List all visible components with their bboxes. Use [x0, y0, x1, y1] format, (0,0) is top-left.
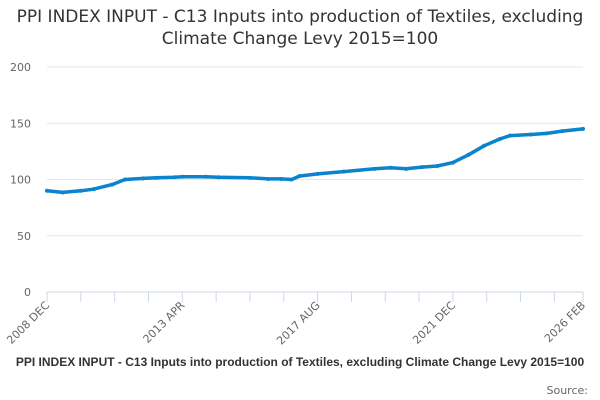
data-point — [341, 169, 346, 174]
data-point — [110, 182, 115, 187]
data-point — [315, 171, 320, 176]
y-tick-label: 150 — [10, 117, 31, 130]
x-tick-label: 2008 DEC — [4, 299, 52, 347]
data-point — [508, 133, 513, 138]
line-chart: 0 50 100 150 200 2008 DEC 2013 APR 2017 AUG 2021… — [4, 61, 588, 348]
data-point — [372, 166, 377, 171]
data-point — [544, 131, 549, 136]
data-point — [247, 175, 252, 180]
data-point — [279, 176, 284, 181]
data-point — [266, 176, 271, 181]
chart-title: PPI INDEX INPUT - C13 Inputs into produc… — [16, 7, 584, 49]
series-line — [45, 127, 585, 195]
data-point — [497, 137, 502, 141]
footer-title: PPI INDEX INPUT - C13 Inputs into produc… — [15, 355, 585, 369]
x-tick-label: 2017 AUG — [274, 299, 323, 348]
data-point — [216, 175, 221, 180]
y-tick-label: 50 — [17, 230, 31, 243]
data-point — [45, 188, 49, 193]
y-tick-label: 100 — [10, 174, 31, 187]
data-point — [297, 174, 302, 179]
data-point — [180, 174, 185, 179]
x-tick-label: 2021 DEC — [410, 299, 458, 347]
data-point — [482, 143, 487, 148]
data-point — [203, 174, 208, 179]
data-point — [172, 175, 177, 180]
y-tick-label: 200 — [10, 61, 31, 74]
data-point — [154, 175, 159, 180]
x-tick-label: 2026 FEB — [542, 299, 588, 345]
source-label: Source: — [546, 384, 589, 397]
data-point — [388, 165, 393, 170]
data-point — [528, 132, 533, 137]
data-point — [450, 160, 455, 165]
data-point — [91, 187, 96, 192]
y-tick-label: 0 — [24, 286, 31, 299]
data-point — [466, 152, 471, 157]
data-point — [435, 164, 440, 168]
data-point — [60, 190, 65, 195]
data-point — [141, 176, 146, 181]
data-point — [560, 129, 565, 134]
x-tick-label: 2013 APR — [141, 299, 188, 346]
data-point — [78, 188, 83, 193]
data-point — [123, 177, 128, 182]
data-point — [581, 126, 585, 131]
data-point — [419, 165, 424, 170]
data-point — [404, 166, 409, 171]
data-point — [289, 177, 294, 182]
